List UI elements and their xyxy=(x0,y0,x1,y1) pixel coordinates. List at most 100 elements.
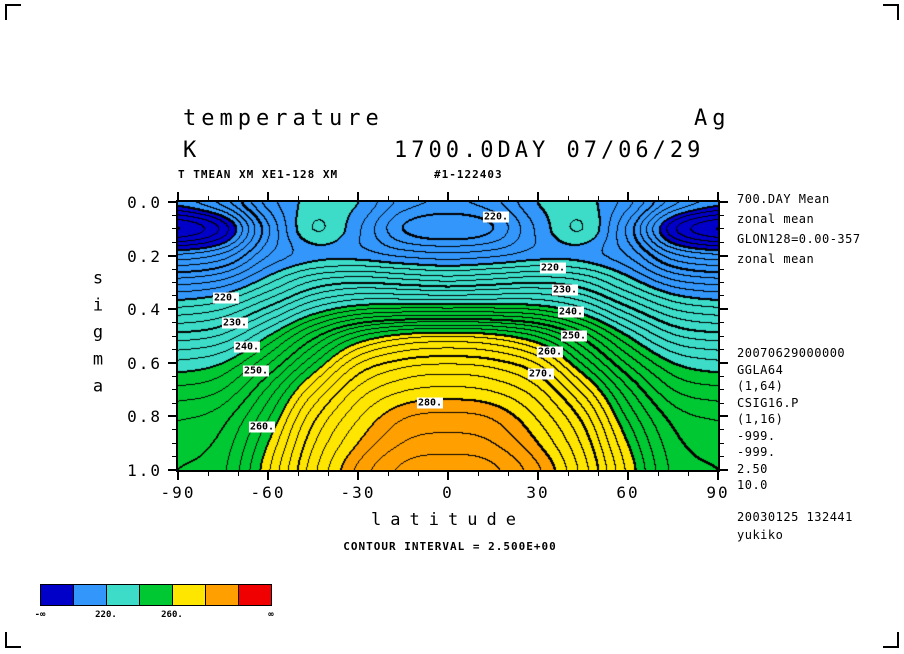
contour-label: 220. xyxy=(212,292,240,304)
colorbar-label: 220. xyxy=(95,610,117,620)
y-tick-label: 1.0 xyxy=(127,461,162,480)
x-tick xyxy=(417,196,419,200)
x-tick xyxy=(537,192,539,200)
contour-label: 240. xyxy=(233,341,261,353)
right-panel-line: GGLA64 xyxy=(737,362,784,377)
contour-label: 260. xyxy=(536,346,564,358)
y-tick xyxy=(720,201,728,203)
right-panel-line: 20030125 132441 xyxy=(737,510,853,524)
y-tick xyxy=(168,415,176,418)
y-tick xyxy=(172,402,176,404)
x-tick xyxy=(177,192,179,200)
y-tick xyxy=(720,442,724,444)
y-tick-label: 0.6 xyxy=(127,353,162,373)
contour-label: 220. xyxy=(539,262,567,274)
y-tick xyxy=(720,254,728,257)
y-tick xyxy=(168,254,176,257)
contour-label: 250. xyxy=(242,365,270,377)
y-tick xyxy=(172,322,176,324)
right-panel-line: CSIG16.P xyxy=(737,395,799,410)
right-panel-line: (1,64) xyxy=(737,379,784,393)
y-tick xyxy=(720,241,724,243)
right-panel-line: (1,16) xyxy=(737,412,784,426)
x-tick xyxy=(327,472,329,476)
x-tick xyxy=(627,472,629,480)
colorbar-cell xyxy=(139,584,173,606)
x-tick xyxy=(237,196,239,200)
x-tick xyxy=(717,192,719,200)
y-tick xyxy=(720,214,724,216)
x-tick-label: -30 xyxy=(340,483,376,502)
corner-mark-top-right xyxy=(883,4,899,20)
x-tick xyxy=(387,196,389,200)
colorbar-label: 260. xyxy=(161,610,183,620)
x-tick xyxy=(357,472,359,480)
x-tick xyxy=(507,196,509,200)
corner-mark-bottom-right xyxy=(883,632,899,648)
y-tick xyxy=(172,268,176,270)
y-tick xyxy=(172,281,176,283)
y-tick xyxy=(720,389,724,391)
y-tick xyxy=(720,281,724,283)
y-tick xyxy=(172,228,176,230)
x-tick xyxy=(687,472,689,476)
y-tick xyxy=(172,429,176,431)
x-tick xyxy=(417,472,419,476)
x-tick xyxy=(567,196,569,200)
right-panel-line: -999. xyxy=(737,428,776,443)
y-tick xyxy=(172,241,176,243)
time-label: 1700.0DAY 07/06/29 xyxy=(394,138,705,163)
contour-label: 220. xyxy=(482,211,510,223)
y-tick xyxy=(172,295,176,297)
x-tick xyxy=(537,472,539,480)
y-tick xyxy=(720,228,724,230)
run-id: #1-122403 xyxy=(434,168,503,181)
y-tick xyxy=(720,456,724,458)
colorbar-label: -∞ xyxy=(34,610,46,620)
y-tick xyxy=(168,201,176,203)
y-tick xyxy=(172,375,176,377)
x-tick xyxy=(567,472,569,476)
y-tick xyxy=(168,469,176,471)
contour-label: 280. xyxy=(416,397,444,409)
y-tick xyxy=(720,335,724,337)
x-tick xyxy=(297,196,299,200)
y-tick xyxy=(720,469,728,471)
y-tick xyxy=(172,214,176,216)
corner-mark-bottom-left xyxy=(5,632,21,648)
y-tick xyxy=(720,429,724,431)
units-label: K xyxy=(183,138,202,163)
y-tick xyxy=(720,361,728,364)
y-tick-label: 0.0 xyxy=(127,193,162,212)
y-tick xyxy=(172,348,176,350)
x-tick xyxy=(477,472,479,476)
x-tick xyxy=(207,196,209,200)
x-tick xyxy=(447,472,449,480)
y-tick xyxy=(168,308,176,311)
colorbar-cell xyxy=(40,584,74,606)
x-tick-label: -90 xyxy=(160,483,196,502)
x-tick xyxy=(177,472,179,480)
y-tick xyxy=(172,335,176,337)
x-tick xyxy=(327,196,329,200)
x-tick xyxy=(597,472,599,476)
x-tick xyxy=(387,472,389,476)
y-tick xyxy=(720,308,728,311)
y-tick-label: 0.8 xyxy=(127,407,162,427)
contour-label: 230. xyxy=(221,317,249,329)
right-panel-line: 2.50 xyxy=(737,461,768,476)
x-tick xyxy=(717,472,719,480)
y-axis-label: sigma xyxy=(88,268,108,404)
right-panel-line: GLON128=0.00-357 xyxy=(737,232,861,246)
x-tick xyxy=(357,192,359,200)
y-tick-label: 0.4 xyxy=(127,300,162,320)
y-tick xyxy=(172,389,176,391)
y-tick xyxy=(720,375,724,377)
x-tick xyxy=(477,196,479,200)
y-tick xyxy=(720,268,724,270)
y-tick xyxy=(720,402,724,404)
corner-tag: Ag xyxy=(694,106,731,131)
x-tick xyxy=(687,196,689,200)
x-tick-label: 0 xyxy=(442,483,454,502)
